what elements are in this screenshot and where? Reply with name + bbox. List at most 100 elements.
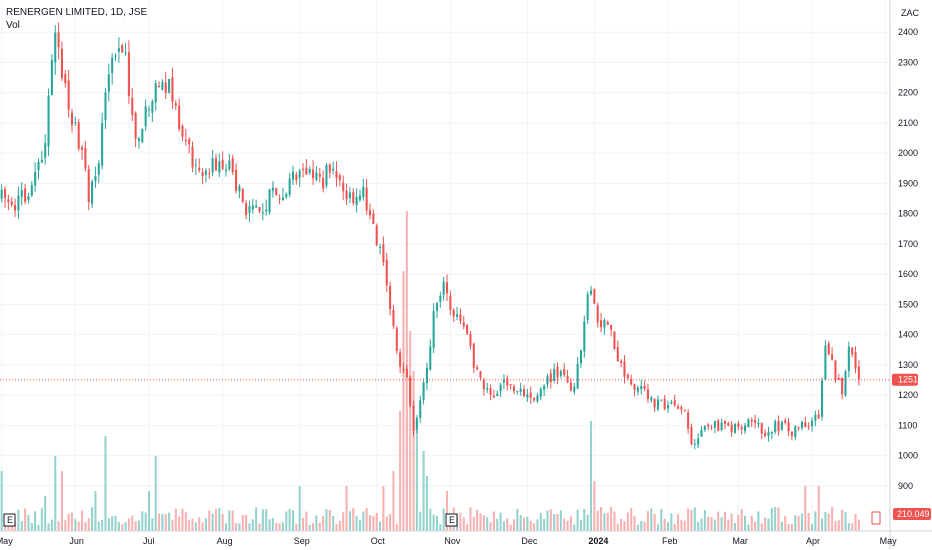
volume-bar bbox=[27, 514, 30, 531]
candle-body bbox=[415, 417, 418, 430]
volume-bar bbox=[673, 523, 676, 531]
candle-body bbox=[435, 303, 439, 311]
volume-bar bbox=[486, 516, 489, 531]
volume-bar bbox=[101, 519, 104, 531]
volume-bar bbox=[777, 507, 780, 531]
candle-body bbox=[646, 389, 649, 400]
candle-body bbox=[101, 123, 104, 166]
volume-bar bbox=[529, 520, 532, 531]
volume-bar bbox=[656, 524, 660, 531]
volume-bar bbox=[121, 524, 124, 531]
candle-body bbox=[392, 309, 395, 327]
event-marker-box[interactable] bbox=[445, 513, 458, 527]
volume-bar bbox=[30, 522, 33, 531]
candle-body bbox=[512, 386, 516, 392]
candle-body bbox=[158, 85, 161, 88]
volume-bar bbox=[827, 513, 830, 531]
candle-body bbox=[673, 400, 676, 406]
volume-bar bbox=[469, 507, 472, 531]
volume-bar bbox=[385, 516, 388, 531]
event-marker-2[interactable]: E bbox=[445, 513, 458, 527]
candle-body bbox=[0, 189, 3, 199]
event-marker-box[interactable] bbox=[3, 513, 16, 527]
volume-bar bbox=[137, 520, 141, 531]
candle-body bbox=[502, 379, 505, 383]
volume-bar bbox=[499, 512, 502, 531]
volume-bar bbox=[422, 451, 425, 531]
volume-bar bbox=[553, 514, 556, 531]
candle-body bbox=[121, 45, 124, 53]
volume-bar bbox=[720, 517, 723, 531]
candle-body bbox=[670, 402, 673, 404]
volume-bar bbox=[184, 511, 187, 531]
candle-body bbox=[301, 168, 305, 170]
volume-bar bbox=[774, 507, 777, 531]
candle-body bbox=[593, 288, 596, 304]
volume-bar bbox=[596, 510, 599, 531]
candle-body bbox=[623, 361, 626, 377]
candle-body bbox=[268, 189, 271, 213]
x-tick-label: Nov bbox=[444, 536, 461, 546]
candle-body bbox=[345, 190, 348, 200]
candle-body bbox=[824, 345, 827, 380]
candle-body bbox=[248, 206, 251, 213]
candle-body bbox=[764, 432, 767, 436]
candle-body bbox=[821, 380, 824, 417]
volume-bar bbox=[713, 519, 716, 531]
candle-body bbox=[114, 55, 117, 57]
candle-body bbox=[707, 424, 710, 427]
volume-bar bbox=[201, 522, 204, 531]
candle-body bbox=[91, 181, 94, 204]
volume-bar bbox=[355, 516, 358, 531]
volume-bar bbox=[429, 508, 432, 531]
candle-body bbox=[208, 173, 211, 175]
volume-bar bbox=[640, 520, 643, 531]
candle-body bbox=[382, 244, 385, 263]
volume-bar bbox=[546, 510, 549, 531]
candle-body bbox=[636, 387, 639, 392]
volume-bar bbox=[482, 515, 485, 531]
volume-bar bbox=[188, 520, 191, 531]
candle-body bbox=[466, 324, 469, 334]
volume-bar bbox=[700, 518, 703, 531]
candle-body bbox=[857, 366, 860, 380]
volume-bar bbox=[512, 519, 516, 531]
time-axis[interactable]: May Jun Jul Aug Sep Oct Nov Dec 2024 Feb Mar Apr May bbox=[0, 536, 897, 546]
candle-body bbox=[743, 425, 747, 432]
last-price-badge: 1251 bbox=[892, 373, 918, 386]
volume-bar bbox=[750, 515, 753, 531]
candle-body bbox=[643, 385, 646, 390]
volume-bar bbox=[315, 515, 318, 531]
candle-body bbox=[472, 343, 475, 368]
candle-body bbox=[402, 368, 405, 371]
candle-body bbox=[214, 158, 218, 171]
volume-bar bbox=[251, 519, 254, 531]
candle-body bbox=[784, 420, 787, 423]
volume-bar bbox=[158, 513, 161, 531]
grid bbox=[0, 0, 890, 531]
volume-bar bbox=[844, 512, 847, 531]
volume-bar bbox=[358, 519, 362, 531]
event-marker-1[interactable]: E bbox=[3, 513, 16, 527]
candle-body bbox=[509, 384, 512, 386]
volume-bar bbox=[332, 515, 335, 531]
candle-body bbox=[750, 419, 753, 422]
volume-bar bbox=[630, 507, 633, 531]
volume-bar bbox=[650, 508, 653, 531]
candle-body bbox=[60, 48, 63, 79]
candle-body bbox=[94, 176, 97, 182]
volume-bar bbox=[114, 515, 117, 531]
candle-body bbox=[549, 373, 552, 383]
volume-bar bbox=[589, 421, 593, 531]
volume-bar bbox=[191, 518, 194, 531]
candle-body bbox=[787, 422, 790, 432]
volume-bar bbox=[164, 514, 167, 531]
candle-body bbox=[379, 246, 382, 248]
price-axis[interactable]: 900 1000 1100 1200 1300 1400 1500 1600 1700 1800 1… bbox=[898, 27, 918, 491]
candle-body bbox=[127, 52, 130, 97]
candle-body bbox=[261, 212, 264, 214]
volume-bar bbox=[107, 518, 110, 531]
volume-bar bbox=[800, 513, 804, 531]
